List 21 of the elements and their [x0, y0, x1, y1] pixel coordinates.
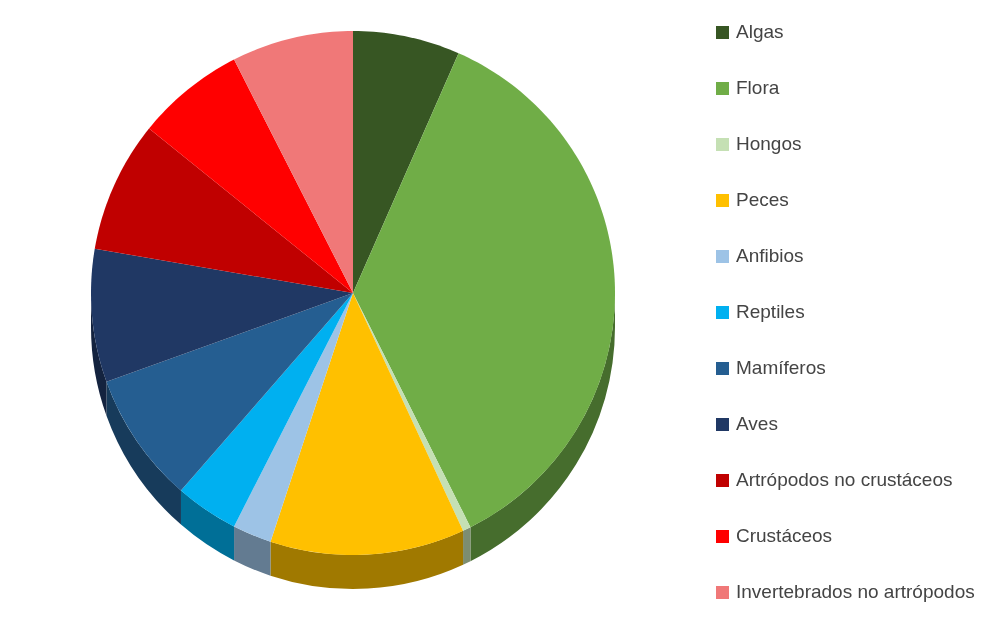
legend-label: Algas — [736, 21, 784, 42]
legend-label: Mamíferos — [736, 357, 826, 378]
legend-label: Hongos — [736, 133, 802, 154]
pie-slice — [94, 128, 353, 293]
legend-label: Flora — [736, 77, 780, 98]
pie-slice — [180, 293, 353, 527]
legend-label: Invertebrados no artrópodos — [736, 581, 975, 602]
legend-label: Peces — [736, 189, 789, 210]
pie-slice — [234, 293, 353, 542]
legend-label: Crustáceos — [736, 525, 833, 546]
pie-slice — [91, 248, 353, 382]
legend-label: Aves — [736, 413, 778, 434]
legend-label: Anfibios — [736, 245, 804, 266]
legend-label: Reptiles — [736, 301, 805, 322]
legend-label: Artrópodos no crustáceos — [736, 469, 953, 490]
pie-slice — [234, 31, 353, 293]
pie-slice — [149, 59, 353, 293]
pie-slice — [353, 53, 615, 528]
pie-slice — [353, 31, 459, 293]
pie-slice — [106, 293, 353, 491]
pie-slice — [270, 293, 464, 555]
